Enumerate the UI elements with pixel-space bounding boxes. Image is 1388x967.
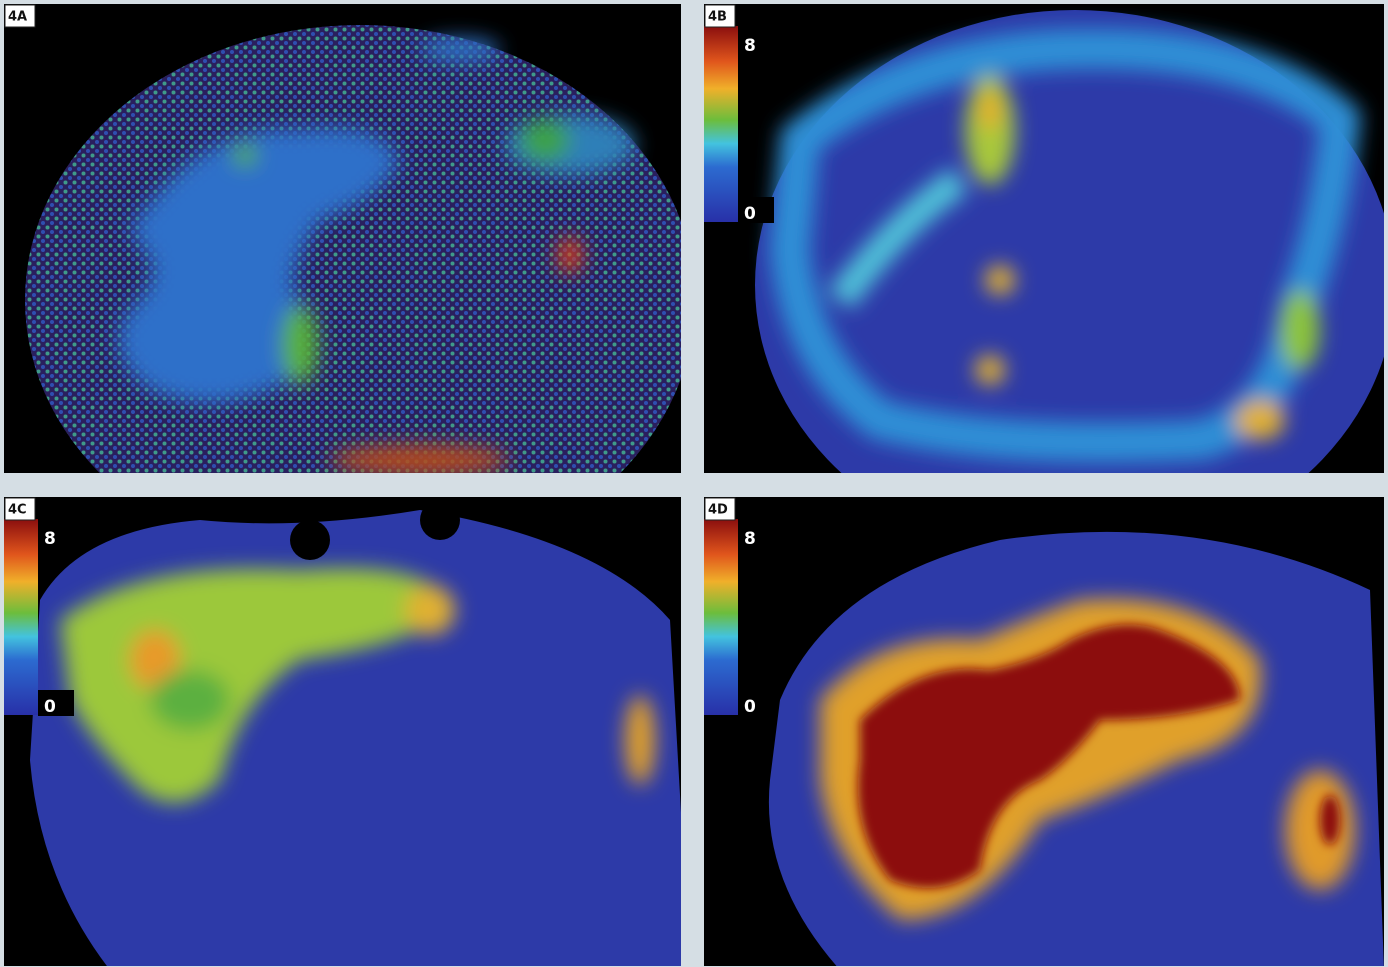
page: 4A804B804C804D (() => { const data = JSO…: [0, 0, 1388, 967]
panel-label: 4C: [8, 503, 27, 518]
scale-min-label: 0: [44, 697, 56, 717]
scale-max-label: 8: [44, 529, 56, 549]
panel-label: 4A: [8, 10, 27, 25]
panel-c-image: [4, 497, 690, 967]
scale-min-label: 0: [744, 697, 756, 717]
scale-min-label: 0: [744, 204, 756, 224]
color-scale: [704, 26, 738, 222]
panel-label: 4B: [708, 10, 727, 25]
color-scale: [4, 519, 38, 715]
panel-a-image: [4, 4, 695, 575]
color-scale: [704, 519, 738, 715]
figure: 4A 8 0 4B 8 0 4C 8 0 4D: [0, 0, 1388, 967]
scale-max-label: 8: [744, 529, 756, 549]
panel-label: 4D: [708, 503, 728, 518]
scale-max-label: 8: [744, 36, 756, 56]
panel-d-image: [704, 497, 1384, 967]
panel-b-image: [704, 4, 1388, 560]
